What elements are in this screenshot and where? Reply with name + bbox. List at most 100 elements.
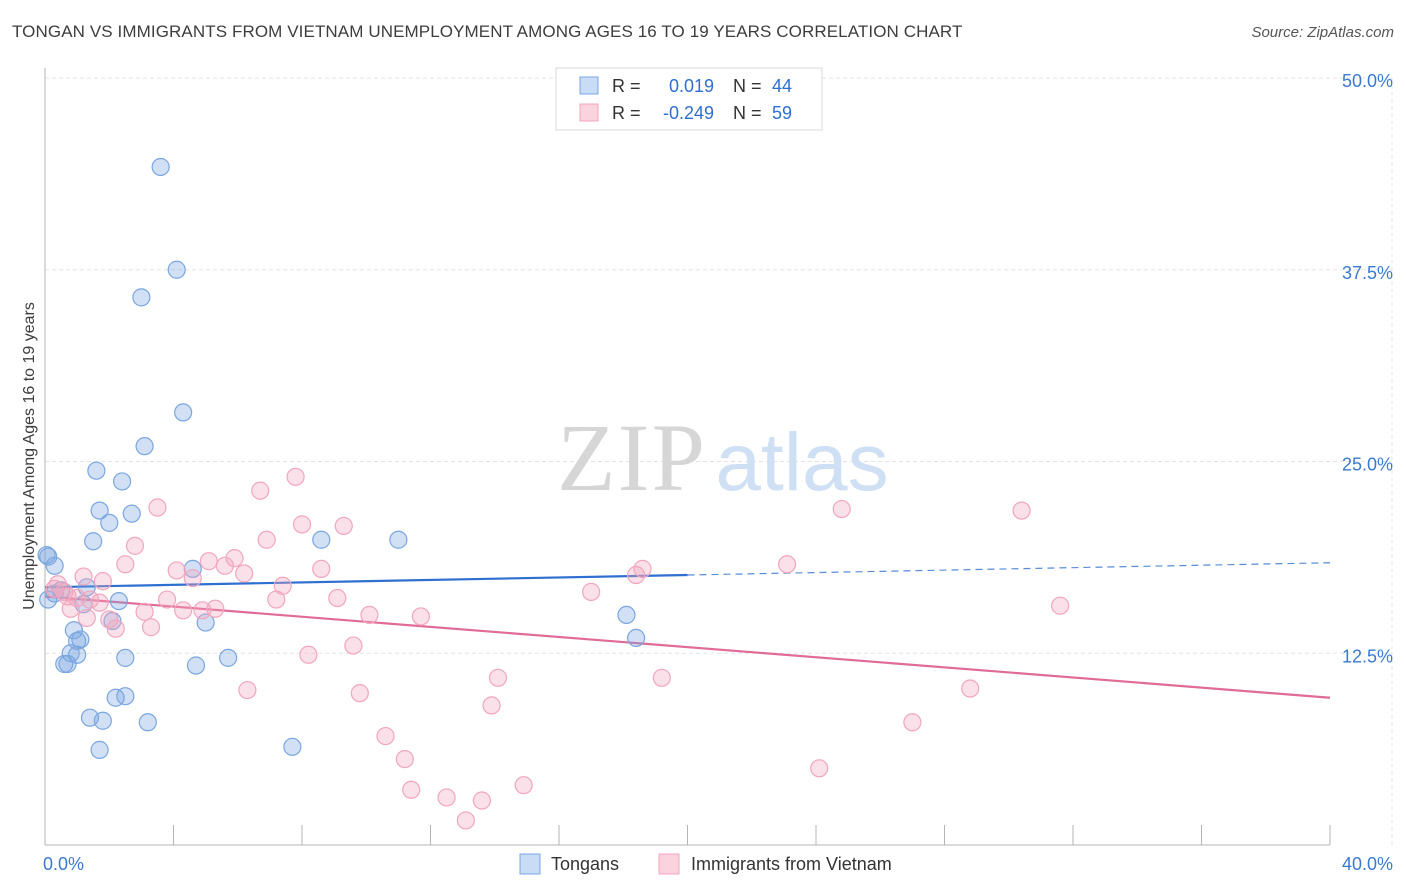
x-tick-label-max: 40.0% <box>1342 854 1393 874</box>
point-vietnam-21 <box>183 568 202 588</box>
point-vietnam-30 <box>257 530 276 549</box>
point-vietnam-29 <box>251 481 270 500</box>
point-vietnam-26 <box>225 549 244 568</box>
point-vietnam-55 <box>652 668 671 687</box>
point-tongans-41 <box>617 605 636 625</box>
point-tongans-10 <box>68 645 87 664</box>
point-tongans-43 <box>37 545 56 565</box>
point-tongans-34 <box>183 559 202 578</box>
stats-n-value-vietnam: 59 <box>772 103 792 123</box>
point-vietnam-60 <box>961 679 980 698</box>
point-vietnam-41 <box>360 605 379 625</box>
point-vietnam-39 <box>344 636 363 655</box>
point-vietnam-43 <box>395 749 414 769</box>
data-points <box>37 157 1070 830</box>
point-vietnam-54 <box>633 559 652 578</box>
stats-r-label-tongans: R = <box>612 76 641 96</box>
point-vietnam-46 <box>437 788 456 807</box>
bottom-legend: Tongans Immigrants from Vietnam <box>519 853 892 875</box>
point-tongans-15 <box>84 532 103 551</box>
point-vietnam-18 <box>157 590 177 609</box>
stats-legend: R = 0.019 N = 44 R = -0.249 N = 59 <box>555 67 823 131</box>
point-tongans-42 <box>626 628 646 648</box>
stats-n-label-tongans: N = <box>733 76 762 96</box>
source-label: Source: ZipAtlas.com <box>1251 24 1394 41</box>
point-vietnam-47 <box>456 811 475 830</box>
stats-swatch-tongans <box>579 76 599 95</box>
point-tongans-16 <box>87 461 106 480</box>
y-tick-label-1: 25.0% <box>1342 455 1393 475</box>
stats-n-label-vietnam: N = <box>733 103 762 123</box>
point-tongans-33 <box>174 403 193 422</box>
legend-swatch-vietnam <box>658 853 680 875</box>
y-axis-label: Unemployment Among Ages 16 to 19 years <box>21 302 38 610</box>
stats-r-value-tongans: 0.019 <box>669 76 714 96</box>
point-tongans-17 <box>90 740 109 759</box>
point-tongans-35 <box>186 656 206 675</box>
point-vietnam-45 <box>411 607 430 626</box>
point-vietnam-59 <box>903 713 922 732</box>
point-vietnam-44 <box>402 780 421 799</box>
point-vietnam-52 <box>582 582 601 601</box>
point-tongans-18 <box>90 501 109 520</box>
point-vietnam-40 <box>350 684 369 703</box>
point-tongans-11 <box>71 630 90 649</box>
point-tongans-23 <box>109 591 128 611</box>
watermark-zip: ZIP <box>557 404 707 511</box>
point-vietnam-24 <box>206 599 225 618</box>
x-tick-labels: 0.0% 40.0% <box>43 854 1393 874</box>
point-vietnam-15 <box>135 602 154 621</box>
watermark: ZIP atlas <box>557 404 889 511</box>
y-tick-label-3: 50.0% <box>1342 71 1393 91</box>
point-vietnam-9 <box>90 593 109 612</box>
point-vietnam-61 <box>1012 501 1031 520</box>
stats-n-value-tongans: 44 <box>772 76 792 96</box>
y-tick-label-2: 37.5% <box>1342 263 1393 283</box>
axes <box>44 68 1331 846</box>
point-tongans-6 <box>58 654 77 674</box>
point-vietnam-37 <box>328 588 347 608</box>
point-tongans-29 <box>135 437 154 456</box>
stats-r-label-vietnam: R = <box>612 103 641 123</box>
legend-item-vietnam[interactable]: Immigrants from Vietnam <box>658 853 892 875</box>
trend-lines <box>44 562 1331 699</box>
point-tongans-20 <box>100 513 119 532</box>
point-vietnam-36 <box>312 559 331 578</box>
point-vietnam-42 <box>376 726 395 746</box>
point-tongans-27 <box>122 504 141 523</box>
legend-label-tongans: Tongans <box>551 854 619 874</box>
x-tick-label-min: 0.0% <box>43 854 84 874</box>
point-tongans-24 <box>112 472 132 491</box>
point-vietnam-14 <box>125 536 145 555</box>
y-tick-label-0: 12.5% <box>1342 646 1393 666</box>
point-vietnam-38 <box>334 516 353 536</box>
point-tongans-38 <box>283 737 302 756</box>
point-tongans-32 <box>167 260 186 279</box>
point-vietnam-34 <box>292 515 312 534</box>
point-vietnam-56 <box>777 555 797 574</box>
point-tongans-8 <box>64 621 84 640</box>
point-vietnam-13 <box>116 555 135 574</box>
point-vietnam-49 <box>482 696 501 715</box>
point-vietnam-11 <box>100 610 119 629</box>
point-vietnam-7 <box>77 608 96 628</box>
point-vietnam-33 <box>286 467 305 486</box>
point-vietnam-28 <box>238 680 257 700</box>
trend-line-tongans <box>44 573 688 589</box>
point-vietnam-10 <box>93 572 112 591</box>
point-vietnam-35 <box>299 645 318 664</box>
point-vietnam-62 <box>1051 596 1070 615</box>
point-tongans-26 <box>116 687 135 706</box>
point-vietnam-32 <box>273 576 292 595</box>
trend-line-vietnam <box>44 595 1331 699</box>
point-vietnam-16 <box>141 618 161 637</box>
point-tongans-19 <box>93 711 112 730</box>
point-tongans-31 <box>151 157 170 177</box>
chart-title: TONGAN VS IMMIGRANTS FROM VIETNAM UNEMPL… <box>12 22 963 41</box>
stats-swatch-vietnam <box>579 103 599 122</box>
point-vietnam-20 <box>174 601 193 620</box>
legend-swatch-tongans <box>519 853 541 875</box>
watermark-atlas: atlas <box>715 417 888 508</box>
legend-item-tongans[interactable]: Tongans <box>519 853 619 875</box>
